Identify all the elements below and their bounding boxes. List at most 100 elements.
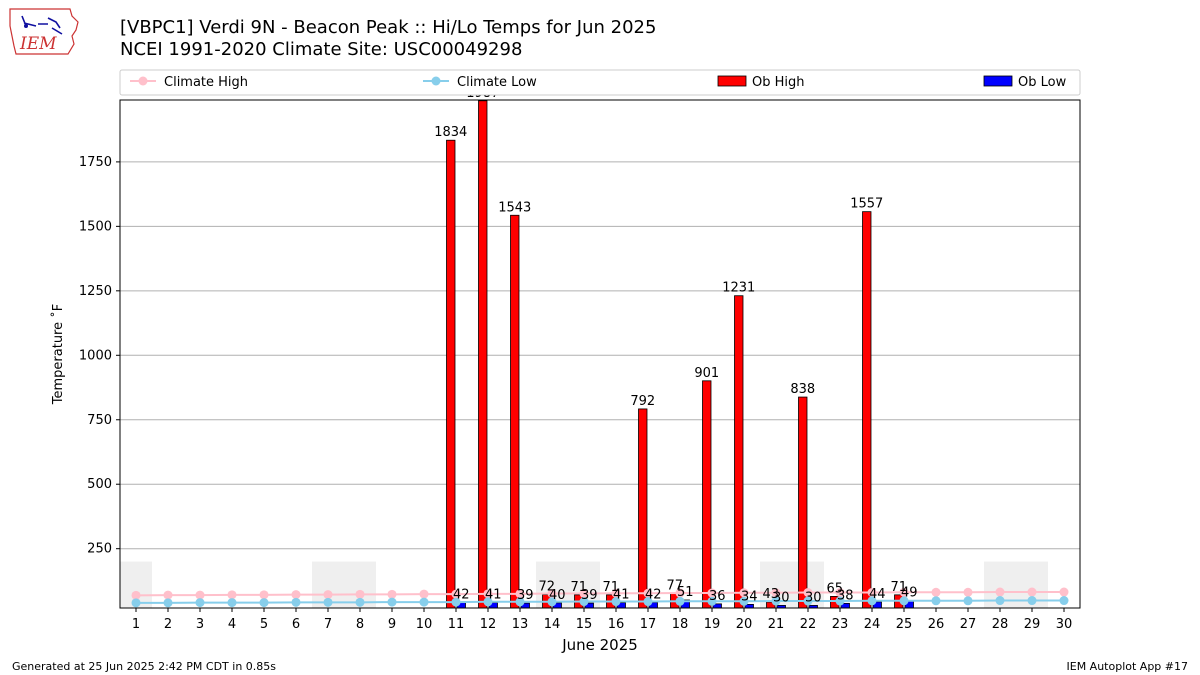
ob-high-bar bbox=[446, 139, 456, 609]
legend-ob-low-swatch bbox=[983, 75, 1013, 87]
legend-climate-high-marker bbox=[138, 76, 148, 86]
ob-high-label: 901 bbox=[694, 366, 719, 381]
climate-high-point bbox=[963, 587, 973, 597]
x-tick-label: 26 bbox=[928, 617, 945, 632]
weather-station-icon bbox=[21, 15, 63, 35]
climate-high-point bbox=[195, 590, 205, 600]
ob-low-label: 41 bbox=[613, 588, 630, 603]
climate-low-point bbox=[963, 596, 973, 606]
y-tick-label: 1250 bbox=[79, 284, 112, 299]
climate-high-point bbox=[771, 588, 781, 598]
climate-high-point bbox=[995, 587, 1005, 597]
ob-low-label: 36 bbox=[709, 589, 726, 604]
ob-high-bar bbox=[510, 214, 520, 609]
climate-low-point bbox=[291, 597, 301, 607]
climate-low-point bbox=[931, 596, 941, 606]
climate-high-line bbox=[135, 591, 1064, 597]
x-tick-label: 5 bbox=[260, 617, 268, 632]
climate-low-point bbox=[227, 598, 237, 608]
climate-low-point bbox=[483, 597, 493, 607]
x-tick-label: 23 bbox=[832, 617, 849, 632]
climate-low-point bbox=[515, 597, 525, 607]
x-tick-label: 13 bbox=[512, 617, 529, 632]
ob-high-label: 1834 bbox=[434, 125, 467, 140]
climate-high-point bbox=[707, 588, 717, 598]
ob-high-label: 1543 bbox=[498, 200, 531, 215]
climate-low-point bbox=[899, 596, 909, 606]
ob-high-label: 838 bbox=[790, 382, 815, 397]
legend-climate-low-marker bbox=[431, 76, 441, 86]
ob-high-bar bbox=[478, 100, 488, 609]
ob-low-label: 39 bbox=[517, 588, 534, 603]
legend-ob-high-swatch bbox=[717, 75, 747, 87]
x-tick-label: 9 bbox=[388, 617, 396, 632]
climate-high-point bbox=[419, 589, 429, 599]
climate-low-point bbox=[547, 597, 557, 607]
y-tick-label: 1500 bbox=[79, 219, 112, 234]
legend-box bbox=[119, 69, 1081, 96]
x-tick-label: 4 bbox=[228, 617, 236, 632]
x-tick-label: 16 bbox=[608, 617, 625, 632]
legend-climate-low-text: Climate Low bbox=[457, 75, 537, 90]
ob-low-label: 42 bbox=[453, 587, 470, 602]
climate-low-point bbox=[1027, 596, 1037, 606]
ob-high-label: 77 bbox=[666, 578, 683, 593]
climate-high-point bbox=[739, 588, 749, 598]
legend-ob-low-text: Ob Low bbox=[1018, 75, 1067, 90]
app-credit: IEM Autoplot App #17 bbox=[1066, 660, 1189, 673]
climate-high-point bbox=[1027, 587, 1037, 597]
climate-low-point bbox=[323, 597, 333, 607]
climate-low-point bbox=[995, 596, 1005, 606]
ob-low-label: 49 bbox=[901, 586, 918, 601]
x-tick-label: 20 bbox=[736, 617, 753, 632]
climate-high-point bbox=[611, 588, 621, 598]
y-tick-label: 1750 bbox=[79, 155, 112, 170]
x-tick-label: 28 bbox=[992, 617, 1009, 632]
climate-low-line bbox=[136, 599, 1064, 604]
ob-high-label: 71 bbox=[890, 580, 907, 595]
climate-high-point bbox=[643, 588, 653, 598]
climate-high-point bbox=[579, 589, 589, 599]
climate-low-point bbox=[643, 597, 653, 607]
climate-high-point bbox=[931, 587, 941, 597]
plot-frame bbox=[119, 99, 1081, 609]
climate-low-point bbox=[163, 598, 173, 608]
climate-high-point bbox=[227, 590, 237, 600]
ob-high-label: 72 bbox=[538, 580, 555, 595]
climate-low-point bbox=[803, 596, 813, 606]
chart-title-line2: NCEI 1991-2020 Climate Site: USC00049298 bbox=[120, 39, 523, 60]
x-tick-label: 2 bbox=[164, 617, 172, 632]
x-tick-label: 18 bbox=[672, 617, 689, 632]
climate-high-point bbox=[515, 589, 525, 599]
climate-low-point bbox=[259, 598, 269, 608]
x-tick-label: 8 bbox=[356, 617, 364, 632]
climate-low-point bbox=[451, 597, 461, 607]
ob-high-label: 1231 bbox=[722, 281, 755, 296]
x-axis-label: June 2025 bbox=[561, 636, 638, 654]
ob-low-label: 44 bbox=[869, 587, 886, 602]
ob-high-label: 71 bbox=[602, 580, 619, 595]
climate-low-point bbox=[675, 596, 685, 606]
climate-low-point bbox=[611, 597, 621, 607]
x-tick-label: 12 bbox=[480, 617, 497, 632]
climate-high-point bbox=[323, 590, 333, 600]
ob-low-label: 34 bbox=[741, 589, 758, 604]
climate-low-point bbox=[1059, 596, 1069, 606]
climate-low-point bbox=[739, 596, 749, 606]
x-tick-label: 10 bbox=[416, 617, 433, 632]
ob-low-label: 40 bbox=[549, 588, 566, 603]
climate-low-point bbox=[579, 597, 589, 607]
climate-high-point bbox=[867, 588, 877, 598]
x-tick-label: 3 bbox=[196, 617, 204, 632]
ob-low-label: 38 bbox=[837, 588, 854, 603]
climate-high-point bbox=[835, 588, 845, 598]
y-axis-label: Temperature ˚F bbox=[50, 304, 66, 405]
ob-high-bar bbox=[734, 295, 744, 609]
ob-low-label: 30 bbox=[773, 590, 790, 605]
x-tick-label: 29 bbox=[1024, 617, 1041, 632]
logo-text: IEM bbox=[19, 34, 57, 54]
climate-high-point bbox=[899, 587, 909, 597]
generated-timestamp: Generated at 25 Jun 2025 2:42 PM CDT in … bbox=[12, 660, 277, 673]
climate-low-point bbox=[707, 596, 717, 606]
